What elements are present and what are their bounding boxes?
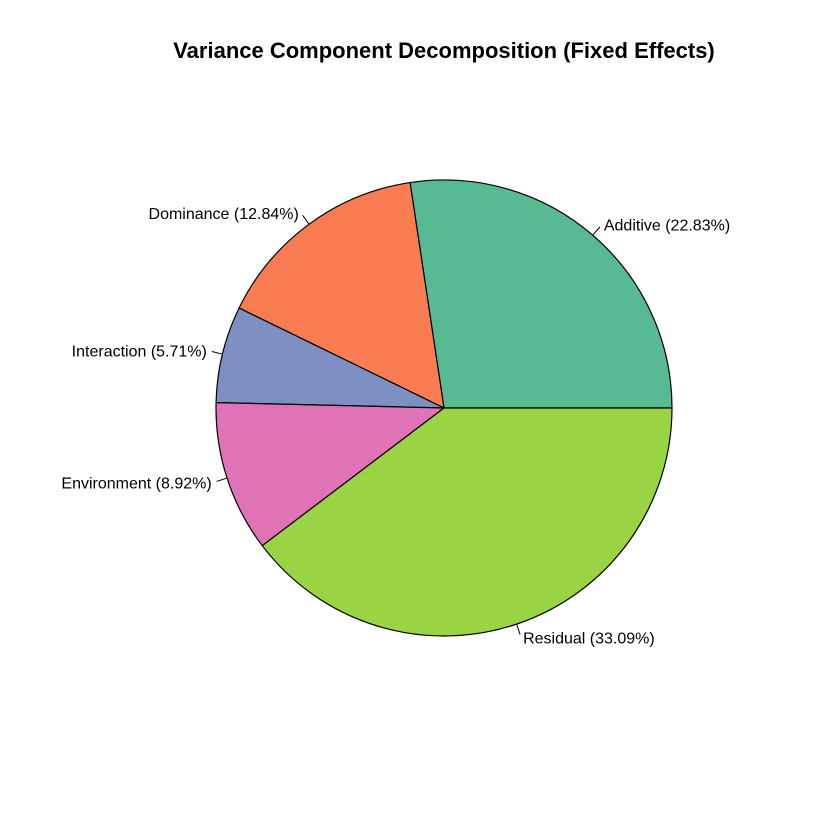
chart-title: Variance Component Decomposition (Fixed … bbox=[173, 38, 715, 63]
slice-label-additive: Additive (22.83%) bbox=[604, 218, 730, 235]
pie-slice-additive bbox=[409, 179, 673, 409]
slice-label-residual: Residual (33.09%) bbox=[523, 630, 655, 647]
pie-labels: Additive (22.83%) Dominance (12.84%) Inter… bbox=[61, 206, 730, 647]
leader-line-residual bbox=[516, 623, 521, 635]
pie-slices bbox=[215, 179, 673, 637]
pie-slice-environment bbox=[215, 401, 446, 547]
leader-line-interaction bbox=[211, 350, 223, 355]
leader-line-dominance bbox=[302, 215, 310, 225]
slice-label-interaction: Interaction (5.71%) bbox=[72, 344, 207, 361]
leader-line-additive bbox=[592, 226, 601, 236]
slice-label-environment: Environment (8.92%) bbox=[61, 475, 211, 492]
slice-label-dominance: Dominance (12.84%) bbox=[149, 206, 299, 223]
leader-line-environment bbox=[216, 477, 228, 482]
